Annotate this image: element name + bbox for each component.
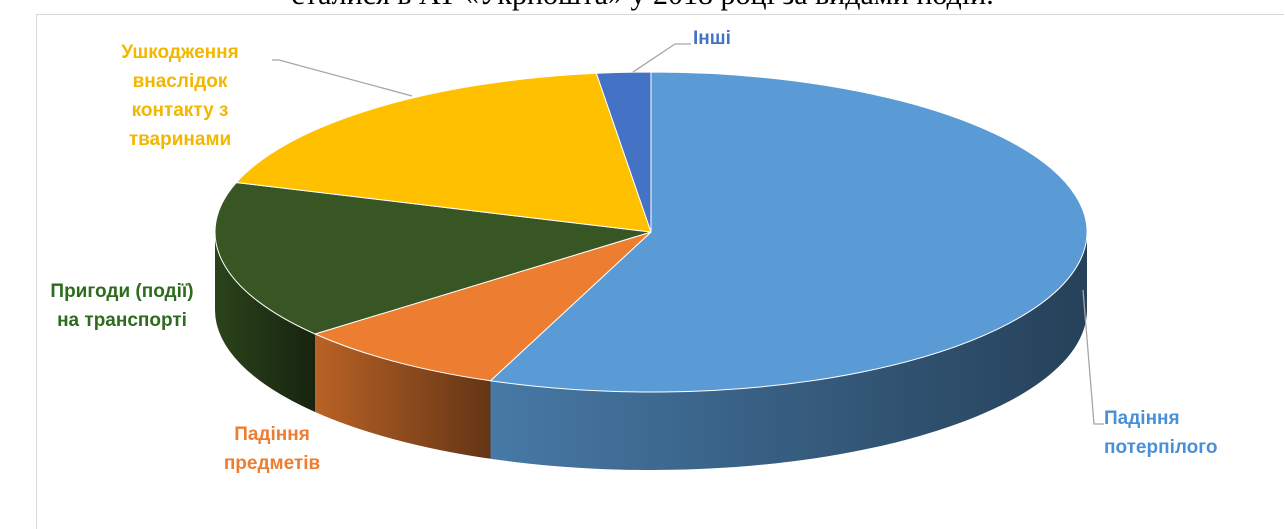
slice-label: Падіння предметів xyxy=(224,424,320,474)
pie-slice xyxy=(214,182,652,335)
pie-slice xyxy=(489,71,1088,393)
slice-label: Пригоди (події) на транспорті xyxy=(50,281,193,331)
chart-frame xyxy=(36,14,1284,529)
slice-label: Падіння потерпілого xyxy=(1104,408,1218,458)
leader-line xyxy=(1082,289,1104,425)
pie-slice xyxy=(313,231,652,382)
slice-label: Ушкодження внаслідок контакту з тваринами xyxy=(121,42,238,150)
leader-line xyxy=(632,43,691,73)
pie-slice xyxy=(595,71,652,233)
pie-slice-side xyxy=(490,232,1087,471)
slice-label: Інші xyxy=(693,28,731,49)
leader-line xyxy=(272,59,413,97)
chart-caption: сталися в АТ «Укрпошта» у 2018 році за в… xyxy=(0,0,1285,12)
pie-slice-side xyxy=(315,333,491,459)
pie-slice-side xyxy=(215,232,316,412)
pie-slice xyxy=(235,72,652,233)
